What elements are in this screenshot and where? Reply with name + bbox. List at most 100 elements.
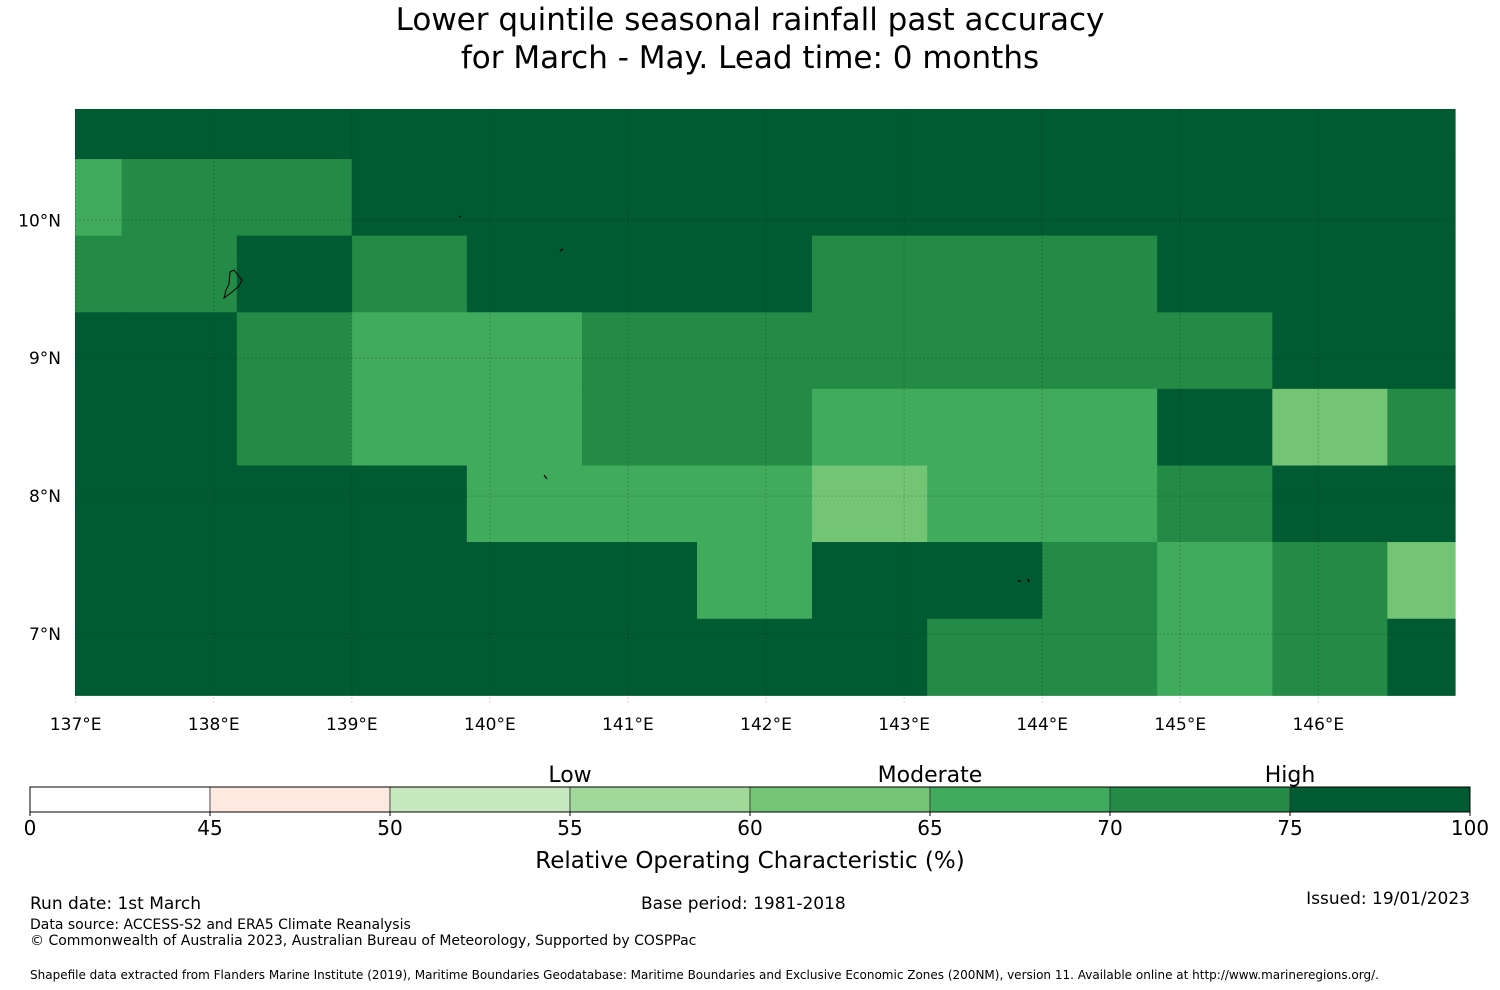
- map-title-line-2: for March - May. Lead time: 0 months: [460, 40, 1040, 76]
- run-date: Run date: 1st March: [30, 894, 202, 914]
- colorbar-swatch: [929, 786, 1111, 813]
- longitude-tick-label: 145°E: [1154, 715, 1206, 735]
- roc-cell: [236, 235, 353, 313]
- roc-cell: [1272, 109, 1388, 160]
- graticule: [75, 109, 1455, 703]
- roc-cell: [697, 465, 813, 543]
- roc-cell: [812, 388, 928, 467]
- roc-cell: [1387, 388, 1456, 467]
- roc-cell: [466, 109, 583, 160]
- roc-cell: [1157, 109, 1273, 160]
- colorbar-tick-label: 75: [1277, 816, 1302, 840]
- roc-cell: [236, 109, 353, 160]
- latitude-tick-label: 9°N: [29, 349, 61, 369]
- roc-cell: [75, 235, 123, 313]
- roc-cell: [812, 618, 928, 696]
- roc-cell: [697, 159, 813, 237]
- roc-cell: [1387, 618, 1456, 696]
- longitude-tick-label: 139°E: [326, 715, 378, 735]
- longitude-tick-label: 140°E: [464, 715, 516, 735]
- roc-cell: [1042, 159, 1158, 237]
- roc-cell: [1157, 618, 1273, 696]
- roc-cell: [1157, 542, 1273, 620]
- roc-cell: [812, 159, 928, 237]
- roc-cell: [466, 235, 583, 313]
- roc-cell: [351, 312, 468, 390]
- island-woleai-east: [1027, 578, 1030, 583]
- colorbar-swatch: [209, 786, 391, 813]
- roc-cell: [1387, 465, 1456, 543]
- roc-cell: [812, 312, 928, 390]
- roc-cell: [466, 388, 583, 467]
- longitude-tick-label: 141°E: [602, 715, 654, 735]
- map-title-line-1: Lower quintile seasonal rainfall past ac…: [395, 2, 1105, 38]
- roc-cell: [581, 465, 698, 543]
- roc-cell: [927, 235, 1043, 313]
- roc-cell: [121, 388, 238, 467]
- roc-cell: [581, 235, 698, 313]
- roc-cell: [236, 618, 353, 696]
- category-label: High: [1265, 763, 1316, 788]
- category-label: Low: [548, 763, 591, 788]
- roc-cell: [75, 465, 123, 543]
- colorbar-tick-label: 65: [917, 816, 942, 840]
- roc-cell: [75, 109, 123, 160]
- islands: [223, 215, 1030, 583]
- latitude-tick-labels: 10°N 9°N 8°N 7°N: [18, 211, 61, 645]
- roc-cell: [1387, 159, 1456, 237]
- colorbar-swatch: [1109, 786, 1291, 813]
- roc-cell: [1042, 542, 1158, 620]
- colorbar: 0 45 50 55 60 65 70 75 100 Low Moderate High Relativ…: [24, 763, 1489, 874]
- roc-cell: [697, 618, 813, 696]
- island-ulithi: [559, 248, 564, 252]
- roc-cell: [75, 542, 123, 620]
- roc-cell: [1042, 109, 1158, 160]
- shapefile-credit: Shapefile data extracted from Flanders M…: [30, 968, 1379, 982]
- island-sorol: [543, 474, 548, 480]
- roc-cell: [581, 109, 698, 160]
- roc-cell: [351, 235, 468, 313]
- roc-grid: [75, 109, 1456, 696]
- roc-cell: [1042, 235, 1158, 313]
- roc-cell: [1272, 388, 1388, 467]
- roc-cell: [75, 388, 123, 467]
- roc-cell: [581, 388, 698, 467]
- roc-cell: [1042, 312, 1158, 390]
- roc-cell: [236, 312, 353, 390]
- roc-cell: [1157, 388, 1273, 467]
- roc-cell: [351, 388, 468, 467]
- roc-cell: [697, 312, 813, 390]
- base-period: Base period: 1981-2018: [641, 894, 846, 914]
- colorbar-swatch: [569, 786, 751, 813]
- roc-cell: [351, 465, 468, 543]
- longitude-tick-label: 142°E: [740, 715, 792, 735]
- roc-cell: [1272, 312, 1388, 390]
- roc-cell: [121, 465, 238, 543]
- roc-cell: [75, 312, 123, 390]
- data-source: Data source: ACCESS-S2 and ERA5 Climate …: [30, 917, 411, 933]
- roc-cell: [697, 542, 813, 620]
- roc-cell: [581, 618, 698, 696]
- roc-cell: [927, 388, 1043, 467]
- roc-cell: [1157, 159, 1273, 237]
- roc-cell: [1387, 235, 1456, 313]
- roc-cell: [236, 159, 353, 237]
- island-yap: [223, 269, 243, 300]
- colorbar-tick-label: 55: [557, 816, 582, 840]
- colorbar-tick-label: 60: [737, 816, 762, 840]
- colorbar-tick-label: 50: [377, 816, 402, 840]
- roc-cell: [236, 388, 353, 467]
- roc-cell: [1272, 542, 1388, 620]
- roc-cell: [466, 618, 583, 696]
- roc-cell: [1042, 618, 1158, 696]
- colorbar-tick-label: 45: [197, 816, 222, 840]
- longitude-tick-label: 146°E: [1292, 715, 1344, 735]
- roc-cell: [351, 542, 468, 620]
- colorbar-swatch: [749, 786, 931, 813]
- roc-cell: [927, 618, 1043, 696]
- roc-cell: [1387, 109, 1456, 160]
- roc-cell: [927, 159, 1043, 237]
- roc-cell: [927, 312, 1043, 390]
- roc-cell: [1157, 235, 1273, 313]
